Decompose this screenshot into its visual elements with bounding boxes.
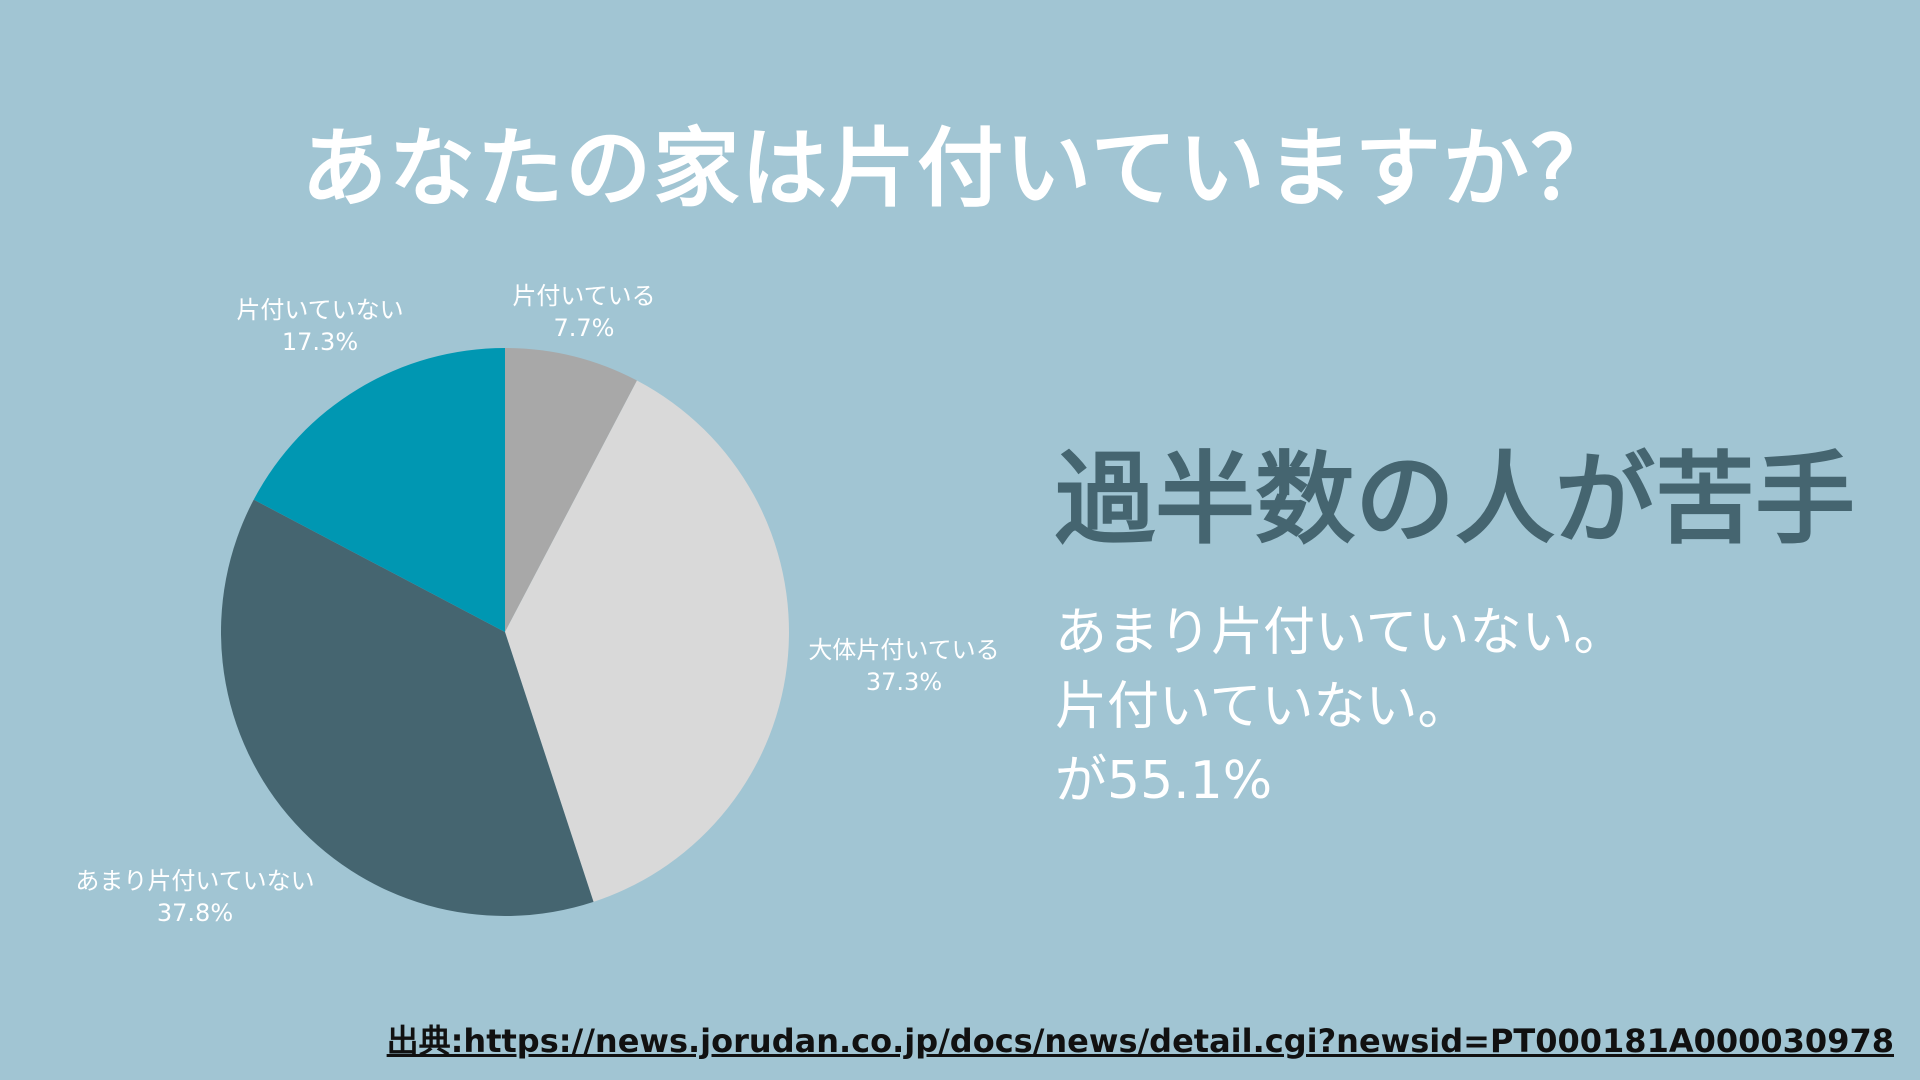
slice-category-label: 片付いていない: [236, 296, 403, 324]
slice-category-label: 大体片付いている: [808, 636, 999, 664]
headline: 過半数の人が苦手: [1055, 441, 1855, 558]
pie-slice: [505, 348, 637, 632]
slice-category-label: あまり片付いていない: [75, 867, 314, 895]
slice-value-label: 37.8%: [157, 899, 233, 927]
pie-slice: [221, 499, 594, 916]
slice-value-label: 17.3%: [282, 328, 358, 356]
page-title: あなたの家は片付いていますか？: [301, 119, 1619, 219]
summary-line-1: あまり片付いていない。: [1055, 603, 1626, 663]
pie-slice: [505, 380, 789, 902]
slice-value-label: 37.3%: [866, 668, 942, 696]
summary-line-2: 片付いていない。: [1055, 677, 1470, 737]
summary-line-3: が55.1%: [1055, 751, 1273, 811]
slice-value-label: 7.7%: [554, 314, 615, 342]
pie-slice: [253, 348, 505, 632]
source-link[interactable]: 出典:https://news.jorudan.co.jp/docs/news/…: [386, 1022, 1894, 1060]
summary-text: あまり片付いていない。 片付いていない。 が55.1%: [1055, 596, 1625, 818]
slice-category-label: 片付いている: [512, 282, 655, 310]
